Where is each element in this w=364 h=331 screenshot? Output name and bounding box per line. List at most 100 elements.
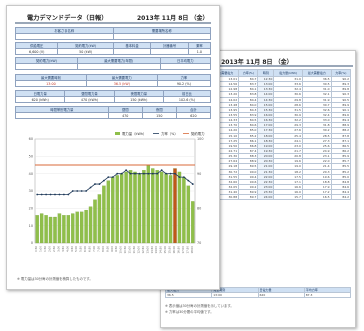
x-axis: 0:30 1:00 1:30 2:00 2:30 3:00 3:30 4:00 4:30 5:00…: [34, 246, 194, 254]
front-page-date: 2013年 11月 8日 （金）: [137, 15, 209, 22]
line-point: [151, 172, 154, 175]
legend-line-label: 力率（%）: [161, 131, 178, 136]
table-cell: 16.5: [301, 194, 332, 201]
x-tick-label: 9:30: [114, 246, 118, 252]
max-demand-power-value: 36.5 (kW): [85, 80, 158, 87]
bar: [48, 216, 53, 244]
x-tick-label: 14:30: [159, 246, 163, 254]
bar: [191, 201, 195, 244]
bar: [155, 170, 159, 244]
bar: [35, 215, 39, 244]
y-tick-label: 40: [29, 172, 33, 176]
back-note-2: ※ 力率は30分間の平均値です。: [165, 310, 214, 314]
time-band-value: [15, 112, 109, 119]
x-tick-label: 15:00: [163, 246, 167, 254]
front-page: 電力デマンドデータ（日報） 2013年 11月 8日 （金） お客さま名称 需要…: [6, 5, 220, 290]
x-tick-label: 10:00: [119, 246, 123, 254]
bar: [79, 211, 84, 244]
bar: [177, 171, 182, 244]
x-tick-label: 1:00: [39, 246, 43, 252]
daily-average-value: [159, 63, 212, 70]
bar: [164, 173, 168, 244]
x-tick-label: 16:00: [172, 246, 176, 254]
contract-power-value: 50 (kW): [57, 48, 114, 55]
x-tick-label: 18:00: [190, 246, 194, 254]
customer-name-value: [15, 33, 114, 40]
y2-tick-label: 80: [197, 207, 201, 211]
line-point: [71, 190, 74, 192]
bar: [66, 215, 71, 244]
night-energy-value: 150 (kWh): [113, 96, 164, 103]
line-point: [174, 172, 176, 175]
bar: [151, 168, 155, 244]
total-band-value: 620: [175, 112, 212, 119]
back-grid-header-cell: 力率(%): [238, 69, 259, 77]
bar: [133, 171, 137, 244]
x-tick-label: 8:00: [101, 246, 105, 252]
max-demand-time-value: 13:00: [15, 80, 87, 87]
x-tick-label: 5:00: [74, 246, 78, 252]
bar: [119, 173, 124, 244]
back-summary-table: 最大電力 発生時刻 日電力量 平均力率 36.5 13:00 620 87.3: [164, 286, 352, 299]
line-point: [85, 190, 88, 192]
demand-chart: 電力量（kWh） 力率（%） 契約電力 0 10 20 30 40 50 60 70 80 90 1…: [29, 131, 205, 254]
daytime-energy-value: 470 (kWh): [64, 96, 115, 103]
bar: [142, 170, 146, 244]
x-tick-label: 5:30: [79, 246, 83, 252]
table-cell: 24:00: [257, 194, 275, 201]
line-point: [125, 169, 128, 172]
front-title-underline: [15, 22, 211, 24]
line-point: [191, 183, 194, 185]
x-tick-label: 3:00: [56, 246, 60, 252]
line-point: [76, 190, 79, 192]
line-point: [89, 186, 92, 189]
bar: [168, 175, 173, 244]
x-tick-label: 12:00: [136, 246, 140, 254]
meter-number-value: [150, 48, 189, 55]
voltage-value: 6,600 (V): [14, 48, 59, 55]
back-grid-header-cell: 時刻: [257, 69, 275, 77]
front-page-title: 電力デマンドデータ（日報）: [27, 15, 108, 22]
demand-summary-table: 契約電力(kW) 最大需要電力(年間) 日平均電力: [15, 57, 212, 70]
night-band-value: 150: [141, 112, 177, 119]
x-tick-label: 2:30: [52, 246, 56, 252]
site-name-value: [112, 33, 211, 40]
x-tick-label: 14:00: [154, 246, 158, 254]
bar: [128, 170, 133, 244]
line-point: [187, 179, 190, 182]
line-point: [138, 172, 141, 175]
x-tick-label: 12:30: [141, 246, 145, 254]
legend-threshold-label: 契約電力: [191, 131, 205, 136]
summary-value: 36.5: [164, 292, 213, 299]
y-tick-label: 60: [29, 137, 33, 141]
back-title-underline: [163, 65, 353, 67]
back-date: 2013年 11月 8日 （金）: [221, 59, 293, 66]
bar: [111, 177, 115, 244]
mid-contract-value: [15, 63, 78, 70]
line-point: [142, 172, 145, 175]
bar: [62, 215, 66, 244]
y-tick-label: 50: [29, 155, 33, 159]
line-point: [45, 193, 48, 196]
bar: [39, 213, 44, 244]
bar: [115, 175, 119, 244]
multiplier-value: 1.0: [187, 48, 212, 55]
summary-value: 620: [257, 292, 305, 299]
bar: [75, 211, 79, 244]
x-tick-label: 6:30: [88, 246, 92, 252]
line-point: [94, 183, 96, 185]
bar: [44, 215, 48, 244]
line-point: [62, 193, 65, 196]
x-tick-label: 2:00: [48, 246, 52, 252]
y2-tick-label: 100: [197, 137, 203, 141]
x-tick-label: 10:30: [123, 246, 127, 254]
y-tick-label: 0: [31, 241, 33, 245]
time-band-table: 時間帯別電力量 昼間 夜間 合計 470 150 620: [15, 106, 212, 119]
line-point: [111, 176, 114, 179]
y2-tick-label: 70: [197, 241, 201, 245]
back-grid-header-cell: 電力量(kWh): [273, 69, 303, 77]
x-tick-label: 13:00: [145, 246, 149, 254]
back-note-1: ※ 表示値は30分毎の計測値を示しています。: [165, 304, 234, 308]
table-cell: 15.7: [273, 194, 303, 201]
x-tick-label: 11:00: [128, 246, 132, 254]
